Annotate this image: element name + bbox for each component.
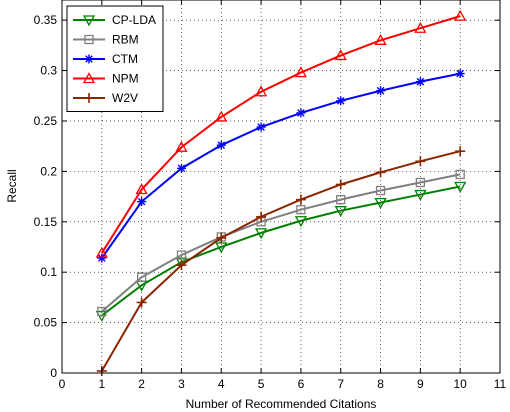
data-point-w2v bbox=[295, 194, 306, 205]
series-line-w2v bbox=[100, 150, 461, 372]
legend-marker-npm bbox=[82, 72, 96, 84]
legend-entry-w2v: W2V bbox=[73, 91, 138, 105]
y-tick-label: 0.15 bbox=[34, 215, 58, 229]
series-npm bbox=[95, 9, 467, 258]
series-line-npm bbox=[100, 15, 461, 254]
series-line-ctm bbox=[101, 72, 461, 259]
legend-label-w2v: W2V bbox=[112, 91, 138, 105]
x-tick-label: 7 bbox=[337, 377, 344, 391]
series-ctm bbox=[97, 69, 465, 263]
legend-marker-w2v bbox=[84, 93, 94, 103]
series-cp-lda bbox=[95, 181, 467, 322]
y-tick-label: 0.3 bbox=[40, 64, 57, 78]
x-tick-label: 9 bbox=[417, 377, 424, 391]
legend-label-cp-lda: CP-LDA bbox=[112, 13, 156, 27]
y-tick-label: 0.05 bbox=[34, 316, 58, 330]
legend-entry-rbm: RBM bbox=[73, 33, 139, 47]
x-tick-label: 5 bbox=[258, 377, 265, 391]
data-point-cp-lda bbox=[334, 206, 347, 218]
x-tick-label: 0 bbox=[59, 377, 66, 391]
data-point-rbm bbox=[136, 272, 147, 282]
x-axis-title: Number of Recommended Citations bbox=[186, 397, 377, 411]
x-tick-label: 2 bbox=[138, 377, 145, 391]
legend-label-npm: NPM bbox=[112, 72, 139, 86]
series-line-rbm bbox=[101, 173, 461, 313]
data-point-ctm bbox=[97, 253, 107, 263]
data-point-ctm bbox=[176, 163, 186, 173]
legend-entry-npm: NPM bbox=[73, 72, 139, 86]
legend-label-ctm: CTM bbox=[112, 52, 138, 66]
data-point-npm bbox=[454, 9, 467, 21]
legend-entry-ctm: CTM bbox=[73, 52, 138, 66]
data-point-ctm bbox=[256, 122, 266, 132]
data-point-w2v bbox=[176, 260, 187, 271]
legend-marker-rbm bbox=[84, 34, 94, 45]
data-point-npm bbox=[95, 246, 108, 258]
data-point-cp-lda bbox=[414, 189, 427, 201]
data-point-ctm bbox=[455, 69, 465, 79]
data-point-w2v bbox=[415, 156, 426, 167]
y-tick-label: 0 bbox=[50, 366, 57, 380]
x-tick-label: 11 bbox=[494, 377, 507, 391]
x-tick-label: 4 bbox=[218, 377, 225, 391]
legend-marker-ctm bbox=[84, 54, 94, 64]
series-layer bbox=[95, 9, 467, 376]
data-point-rbm bbox=[455, 169, 465, 180]
data-point-w2v bbox=[136, 297, 147, 308]
x-tick-label: 3 bbox=[178, 377, 185, 391]
x-tick-label: 1 bbox=[98, 377, 105, 391]
data-point-ctm bbox=[137, 197, 147, 207]
y-tick-label: 0.35 bbox=[34, 13, 58, 27]
data-point-ctm bbox=[376, 86, 386, 96]
data-point-npm bbox=[215, 110, 228, 122]
data-point-rbm bbox=[415, 177, 426, 188]
data-point-cp-lda bbox=[294, 216, 308, 228]
y-axis-title: Recall bbox=[5, 169, 19, 202]
legend-marker-cp-lda bbox=[82, 15, 96, 27]
data-point-rbm bbox=[176, 250, 187, 260]
data-point-npm bbox=[334, 49, 347, 61]
legend-entry-cp-lda: CP-LDA bbox=[73, 13, 156, 27]
x-tick-label: 10 bbox=[454, 377, 468, 391]
data-point-cp-lda bbox=[215, 242, 228, 254]
y-tick-label: 0.1 bbox=[40, 265, 57, 279]
data-point-w2v bbox=[455, 146, 466, 157]
data-point-rbm bbox=[375, 185, 386, 196]
y-tick-label: 0.2 bbox=[40, 164, 57, 178]
data-point-ctm bbox=[296, 108, 306, 118]
legend-label-rbm: RBM bbox=[112, 33, 139, 47]
data-point-rbm bbox=[97, 306, 107, 317]
data-point-ctm bbox=[216, 140, 226, 150]
data-point-cp-lda bbox=[454, 181, 467, 193]
data-point-npm bbox=[135, 183, 148, 195]
data-point-cp-lda bbox=[374, 197, 387, 209]
x-tick-label: 6 bbox=[298, 377, 305, 391]
data-point-w2v bbox=[335, 179, 346, 190]
y-tick-label: 0.25 bbox=[34, 114, 58, 128]
x-tick-label: 8 bbox=[377, 377, 384, 391]
axis-ticks: 0 1 2 3 4 5 6 7 8 9 10 11 0 0.05 0.1 0.15 0.2 0.25 0.3 0.35 bbox=[34, 0, 507, 391]
data-point-npm bbox=[175, 140, 188, 152]
legend: CP-LDA RBM CTM NPM W2V bbox=[66, 5, 164, 112]
data-point-rbm bbox=[296, 205, 306, 215]
data-point-npm bbox=[294, 66, 308, 78]
data-point-rbm bbox=[336, 194, 346, 205]
plot-frame bbox=[61, 0, 501, 374]
series-line-cp-lda bbox=[101, 185, 461, 317]
data-point-ctm bbox=[336, 96, 346, 106]
data-point-npm bbox=[254, 85, 268, 97]
data-point-npm bbox=[374, 33, 387, 45]
data-point-npm bbox=[414, 21, 427, 33]
data-point-cp-lda bbox=[254, 228, 268, 240]
data-point-w2v bbox=[375, 167, 386, 178]
data-point-w2v bbox=[256, 211, 267, 222]
data-point-w2v bbox=[216, 232, 227, 243]
data-point-ctm bbox=[415, 77, 425, 87]
